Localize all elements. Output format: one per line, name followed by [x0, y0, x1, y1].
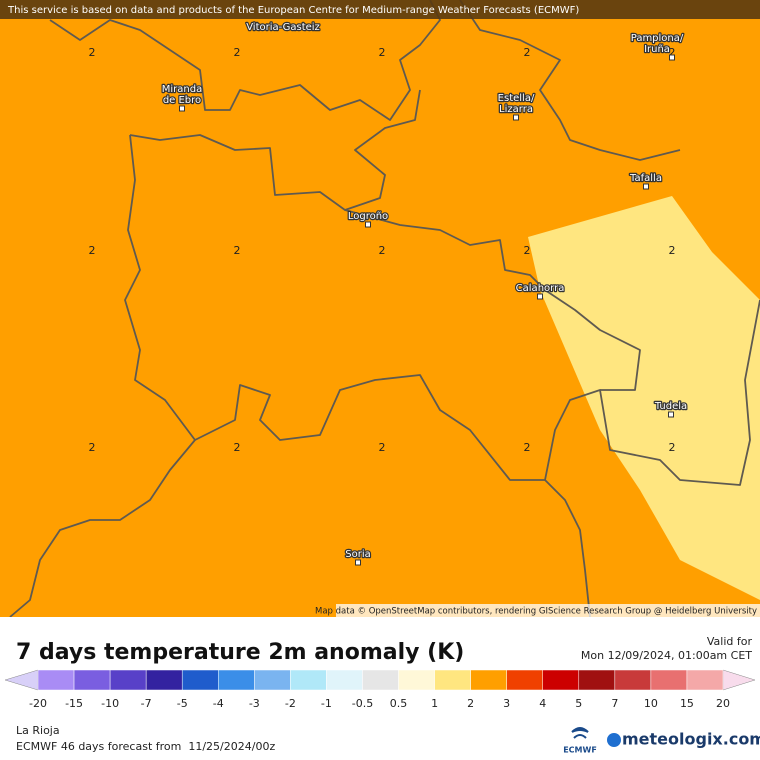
city-label: Estella/	[498, 93, 535, 104]
valid-time: Mon 12/09/2024, 01:00am CET	[581, 649, 752, 662]
legend-swatch	[362, 669, 399, 691]
legend-swatch	[37, 669, 75, 691]
legend-swatch	[434, 669, 471, 691]
legend-swatch	[326, 669, 363, 691]
grid-value: 2	[89, 46, 96, 59]
anomaly-area	[528, 196, 760, 600]
city-label: Vitoria-Gasteiz	[246, 22, 320, 33]
city-label: Iruña	[644, 44, 670, 55]
city-marker	[668, 411, 674, 418]
legend-tick-label: 5	[575, 697, 582, 710]
grid-value: 2	[524, 244, 531, 257]
city-label: de Ebro	[163, 95, 201, 106]
model-run: ECMWF 46 days forecast from 11/25/2024/0…	[16, 740, 275, 753]
grid-value: 2	[379, 46, 386, 59]
legend-tick-label: -4	[213, 697, 224, 710]
legend-tick-label: 3	[503, 697, 510, 710]
notice-bar	[0, 0, 760, 19]
legend-tick-label: 4	[539, 697, 546, 710]
brand-icon	[607, 733, 621, 747]
city-label: Logroño	[348, 211, 388, 222]
legend-tick-label: -20	[29, 697, 47, 710]
brand: meteologix.com	[622, 730, 760, 749]
grid-value: 2	[524, 46, 531, 59]
city-marker	[179, 105, 185, 112]
city-label: Soria	[345, 549, 370, 560]
grid-value: 2	[234, 46, 241, 59]
legend: -20 -15 -10 -7 -5 -4 -3 -2 -1 -0.5 0.5 1 2 3 4 5 7 10 15 20	[4, 669, 756, 710]
attribution-bg	[336, 604, 760, 617]
legend-swatch	[181, 669, 219, 691]
legend-tick-label: 10	[644, 697, 658, 710]
grid-value: 2	[669, 46, 676, 59]
legend-tick-label: -2	[285, 697, 296, 710]
legend-swatch	[290, 669, 327, 691]
city-marker	[643, 183, 649, 190]
city-marker	[537, 293, 543, 300]
ecmwf-logo: ECMWF	[563, 746, 597, 755]
grid-value: 2	[234, 441, 241, 454]
grid-value: 2	[524, 441, 531, 454]
legend-tick-label: -7	[141, 697, 152, 710]
city-marker	[365, 221, 371, 228]
legend-swatch	[650, 669, 688, 691]
legend-tick-label: 20	[716, 697, 730, 710]
grid-value: 2	[379, 441, 386, 454]
grid-value: 2	[669, 441, 676, 454]
legend-tick-label: -0.5	[352, 697, 373, 710]
city-label: Tafalla	[629, 173, 662, 184]
notice: This service is based on data and produc…	[7, 5, 579, 16]
legend-swatch	[109, 669, 147, 691]
legend-tick-label: -3	[249, 697, 260, 710]
city-label: Calahorra	[516, 283, 565, 294]
legend-tick-label: 1	[431, 697, 438, 710]
legend-tick-label: 15	[680, 697, 694, 710]
legend-swatch	[254, 669, 291, 691]
region: La Rioja	[16, 724, 60, 737]
legend-tick-label: -10	[101, 697, 119, 710]
grid-values: 2 2 2 2 2 2 2 2 2 2 2 2 2 2 2	[89, 46, 676, 454]
legend-swatch	[578, 669, 616, 691]
city-marker	[513, 114, 519, 121]
legend-tick-label: -1	[321, 697, 332, 710]
legend-swatch	[542, 669, 580, 691]
grid-value: 2	[89, 244, 96, 257]
city-label: Lizarra	[499, 104, 533, 115]
grid-value: 2	[89, 441, 96, 454]
legend-swatch	[398, 669, 435, 691]
grid-value: 2	[669, 244, 676, 257]
attribution: Map data © OpenStreetMap contributors, r…	[315, 607, 757, 617]
city-label: Tudela	[654, 401, 687, 412]
legend-swatch	[73, 669, 111, 691]
ecmwf-icon	[571, 727, 589, 739]
legend-swatch	[614, 669, 652, 691]
valid-label: Valid for	[707, 635, 753, 648]
city-label: Miranda	[162, 84, 202, 95]
city-label: Pamplona/	[631, 33, 684, 44]
legend-tick-label: -5	[177, 697, 188, 710]
legend-swatch	[686, 669, 724, 691]
borders	[9, 0, 760, 618]
legend-swatch	[470, 669, 507, 691]
title: 7 days temperature 2m anomaly (K)	[16, 640, 464, 665]
legend-swatch	[145, 669, 183, 691]
legend-tick-label: 2	[467, 697, 474, 710]
city-marker	[669, 54, 675, 61]
legend-tick-label: -15	[65, 697, 83, 710]
legend-tick-label: 7	[611, 697, 618, 710]
grid-value: 2	[234, 244, 241, 257]
city-marker	[355, 559, 361, 566]
legend-swatch	[218, 669, 255, 691]
grid-value: 2	[379, 244, 386, 257]
legend-tick-label: 0.5	[390, 697, 408, 710]
legend-swatch	[506, 669, 543, 691]
